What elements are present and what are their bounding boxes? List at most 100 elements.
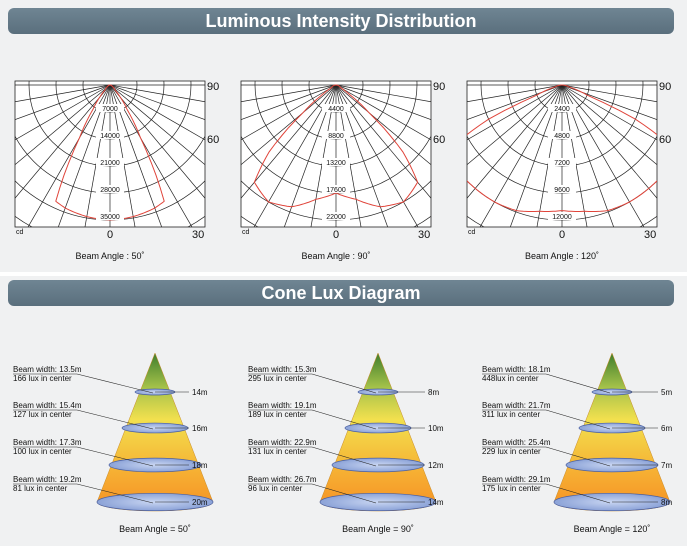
polar-radial-line bbox=[467, 84, 563, 120]
beam-width-label: Beam width: 21.7m bbox=[482, 401, 551, 410]
ring-label-bg bbox=[96, 158, 124, 166]
polar-chart-1: 7000 14000 21000 28000 35000 90 60 30 0 cd Beam An… bbox=[14, 80, 219, 261]
beam-width-label: Beam width: 29.1m bbox=[482, 475, 551, 484]
lux-center-label: 81 lux in center bbox=[13, 484, 68, 493]
polar-radial-line bbox=[109, 84, 163, 227]
polar-chart-2: 4400 8800 13200 17600 22000 90 60 30 0 cd Beam Ang… bbox=[240, 80, 445, 261]
ring-value-label: 21000 bbox=[100, 160, 120, 167]
ring-value-label: 8800 bbox=[328, 133, 344, 140]
unit-label-cd: cd bbox=[468, 229, 476, 236]
ring-value-label: 35000 bbox=[100, 214, 120, 221]
beam-width-label: Beam width: 15.4m bbox=[13, 401, 82, 410]
lux-center-label: 166 lux in center bbox=[13, 374, 72, 383]
ring-label-bg bbox=[548, 104, 576, 112]
angle-label-90: 90 bbox=[207, 81, 219, 93]
ring-value-label: 17600 bbox=[326, 187, 346, 194]
polar-radial-line bbox=[335, 84, 431, 199]
polar-radial-line bbox=[509, 84, 563, 227]
ring-label-bg bbox=[96, 185, 124, 193]
polar-radial-line bbox=[241, 84, 337, 103]
leader-line bbox=[76, 373, 154, 394]
lux-center-label: 295 lux in center bbox=[248, 374, 307, 383]
beam-width-label: Beam width: 22.9m bbox=[248, 438, 317, 447]
leader-line bbox=[311, 446, 377, 467]
polar-radial-line bbox=[283, 84, 337, 227]
cone-beam-angle-label: Beam Angle = 120˚ bbox=[574, 524, 651, 534]
polar-radial-line bbox=[109, 84, 136, 227]
beam-width-label: Beam width: 19.1m bbox=[248, 401, 317, 410]
beam-width-label: Beam width: 13.5m bbox=[13, 365, 82, 374]
polar-radial-line bbox=[241, 84, 337, 120]
polar-radial-line bbox=[335, 84, 419, 227]
lux-center-label: 131 lux in center bbox=[248, 447, 307, 456]
polar-radial-line bbox=[15, 84, 111, 120]
polar-radial-line bbox=[57, 84, 111, 227]
distance-label: 5m bbox=[661, 388, 672, 397]
polar-radial-line bbox=[241, 84, 337, 166]
lux-center-label: 311 lux in center bbox=[482, 410, 540, 419]
polar-radial-line bbox=[15, 84, 111, 103]
beam-width-label: Beam width: 18.1m bbox=[482, 365, 551, 374]
polar-radial-line bbox=[561, 84, 657, 166]
ring-value-label: 9600 bbox=[554, 187, 570, 194]
lux-center-label: 189 lux in center bbox=[248, 410, 307, 419]
angle-label-60: 60 bbox=[659, 134, 671, 146]
lux-center-label: 100 lux in center bbox=[13, 447, 72, 456]
ring-label-bg bbox=[548, 185, 576, 193]
ring-label-bg bbox=[548, 158, 576, 166]
ring-value-label: 7000 bbox=[102, 106, 118, 113]
angle-label-30: 30 bbox=[418, 229, 430, 241]
polar-radial-line bbox=[241, 84, 337, 141]
polar-radial-line bbox=[15, 84, 111, 141]
ring-label-bg bbox=[96, 131, 124, 139]
leader-line bbox=[311, 483, 377, 504]
ring-label-bg bbox=[322, 185, 350, 193]
ring-label-bg bbox=[96, 212, 124, 220]
leader-line bbox=[545, 483, 611, 504]
distance-label: 8m bbox=[661, 498, 672, 507]
angle-label-90: 90 bbox=[433, 81, 445, 93]
lux-center-label: 229 lux in center bbox=[482, 447, 541, 456]
beam-width-label: Beam width: 17.3m bbox=[13, 438, 82, 447]
distance-label: 18m bbox=[192, 461, 208, 470]
polar-radial-line bbox=[15, 84, 111, 166]
polar-radial-line bbox=[27, 84, 111, 227]
polar-beam-angle-label: Beam Angle : 90˚ bbox=[301, 251, 370, 261]
beam-width-label: Beam width: 19.2m bbox=[13, 475, 82, 484]
polar-radial-line bbox=[467, 84, 563, 103]
ring-label-bg bbox=[322, 158, 350, 166]
angle-label-60: 60 bbox=[207, 134, 219, 146]
lux-center-label: 127 lux in center bbox=[13, 410, 72, 419]
polar-radial-line bbox=[335, 84, 431, 166]
polar-radial-line bbox=[241, 84, 337, 199]
leader-line bbox=[311, 373, 377, 394]
polar-radial-line bbox=[335, 84, 431, 103]
cone-lux-banner: Cone Lux Diagram bbox=[8, 280, 674, 306]
angle-label-0: 0 bbox=[559, 229, 565, 241]
cone-beam-angle-label: Beam Angle = 90˚ bbox=[342, 524, 414, 534]
lux-center-label: 175 lux in center bbox=[482, 484, 541, 493]
polar-radial-line bbox=[561, 84, 615, 227]
angle-label-0: 0 bbox=[107, 229, 113, 241]
unit-label-cd: cd bbox=[242, 229, 250, 236]
polar-radial-line bbox=[335, 84, 362, 227]
ring-value-label: 22000 bbox=[326, 214, 346, 221]
ring-label-bg bbox=[322, 104, 350, 112]
ring-value-label: 4400 bbox=[328, 106, 344, 113]
ring-label-bg bbox=[548, 212, 576, 220]
lux-center-label: 96 lux in center bbox=[248, 484, 303, 493]
leader-line bbox=[545, 409, 611, 430]
leader-line bbox=[76, 409, 154, 430]
distance-label: 6m bbox=[661, 424, 672, 433]
polar-radial-line bbox=[536, 84, 563, 227]
leader-line bbox=[311, 409, 377, 430]
beam-width-label: Beam width: 25.4m bbox=[482, 438, 551, 447]
intensity-curve bbox=[467, 84, 657, 212]
ring-value-label: 4800 bbox=[554, 133, 570, 140]
polar-radial-line bbox=[467, 84, 563, 141]
polar-radial-line bbox=[561, 84, 657, 199]
angle-label-90: 90 bbox=[659, 81, 671, 93]
